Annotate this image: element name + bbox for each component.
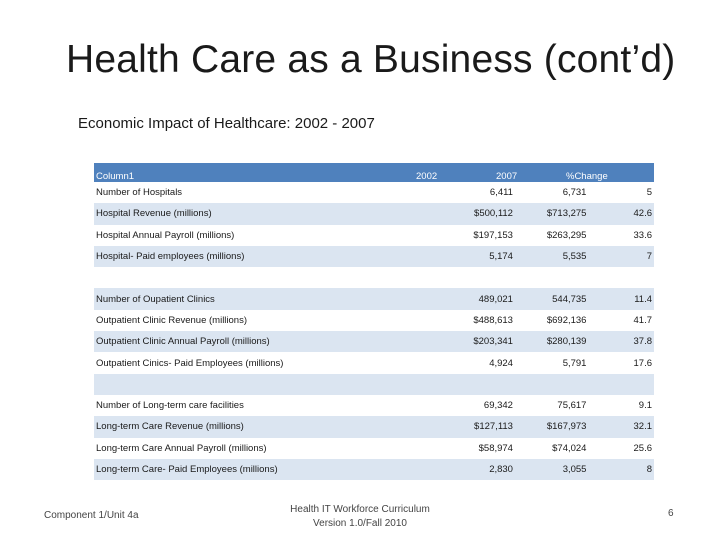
table-row: Hospital Annual Payroll (millions) $197,1… [94,225,654,246]
cell-2002: 6,411 [489,187,513,199]
footer-curriculum-line1: Health IT Workforce Curriculum [290,504,430,515]
economic-impact-table: Column1 2002 2007 %Change Number of Hosp… [94,163,654,481]
table-row: Long-term Care Revenue (millions) $127,11… [94,416,654,438]
table-body: Number of Hospitals 6,411 6,731 5 Hospital R… [94,182,654,481]
row-label: Hospital Annual Payroll (millions) [96,229,235,241]
table-row: Number of Long-term care facilities 69,34… [94,395,654,416]
cell-2007: 3,055 [562,464,587,475]
slide-subtitle: Economic Impact of Healthcare: 2002 - 20… [78,115,375,132]
cell-pct-change: 9.1 [638,400,653,412]
table-row: Long-term Care Annual Payroll (millions)… [94,438,654,459]
cell-2002: $197,153 [473,229,513,241]
cell-pct-change: 17.6 [633,357,653,369]
cell-2002: $488,613 [473,314,513,326]
cell-2007: 544,735 [552,293,587,305]
slide-title: Health Care as a Business (cont’d) [66,38,676,81]
header-column1: Column1 [96,171,135,182]
cell-pct-change: 42.6 [633,208,653,220]
table-header-row: Column1 2002 2007 %Change [94,163,654,182]
header-pct-change: %Change [566,171,608,182]
page-number: 6 [668,508,674,519]
table-row: Outpatient Cinics- Paid Employees (milli… [94,352,654,373]
cell-2002: $127,113 [474,421,513,433]
cell-2007: 5,791 [562,357,587,369]
footer-component: Component 1/Unit 4a [44,510,139,521]
row-label: Hospital- Paid employees (millions) [96,251,245,263]
row-label: Number of Hospitals [96,187,183,199]
table-row: Number of Oupatient Clinics 489,021 544,73… [94,288,654,310]
row-label: Number of Long-term care facilities [96,400,244,412]
cell-2002: $203,341 [473,336,513,348]
cell-pct-change: 8 [646,464,653,475]
cell-pct-change: 33.6 [633,229,653,241]
cell-2002: 5,174 [489,251,513,263]
header-2007: 2007 [496,171,518,182]
cell-2007: $692,136 [546,314,587,326]
header-2002: 2002 [416,171,438,182]
table-row: Number of Hospitals 6,411 6,731 5 [94,182,654,203]
cell-pct-change: 5 [646,187,653,199]
cell-2002: 4,924 [489,357,513,369]
cell-2002: 2,830 [489,464,513,475]
cell-2002: 69,342 [483,400,513,412]
table-row: Long-term Care- Paid Employees (millions… [94,458,654,481]
row-label: Outpatient Clinic Revenue (millions) [96,314,248,326]
cell-2007: $713,275 [546,208,587,220]
table-row: Hospital Revenue (millions) $500,112 $713,… [94,203,654,225]
table-row [94,267,654,288]
table-row [94,373,654,395]
cell-2002: $500,112 [474,208,513,220]
cell-2002: 489,021 [478,293,513,305]
cell-pct-change: 32.1 [633,421,653,433]
cell-2007: 6,731 [562,187,587,199]
cell-pct-change: 41.7 [633,314,653,326]
cell-pct-change: 37.8 [633,336,653,348]
cell-pct-change: 11.4 [634,293,653,305]
cell-2007: $167,973 [546,421,587,433]
row-label: Outpatient Clinic Annual Payroll (millio… [96,336,270,348]
cell-2007: $280,139 [546,336,587,348]
row-label: Hospital Revenue (millions) [96,208,212,220]
table-row: Outpatient Clinic Annual Payroll (millio… [94,331,654,353]
cell-2007: $263,295 [546,229,587,241]
row-label: Number of Oupatient Clinics [96,293,215,305]
footer-curriculum: Health IT Workforce Curriculum Version 1… [270,503,450,531]
cell-2002: $58,974 [478,442,513,454]
row-label: Long-term Care Revenue (millions) [96,421,244,433]
row-label: Outpatient Cinics- Paid Employees (milli… [96,357,284,369]
cell-2007: 75,617 [557,400,587,412]
cell-pct-change: 25.6 [633,442,653,454]
cell-pct-change: 7 [646,251,653,263]
cell-2007: 5,535 [562,251,587,263]
row-label: Long-term Care- Paid Employees (millions… [96,464,278,475]
cell-2007: $74,024 [552,442,587,454]
footer-curriculum-line2: Version 1.0/Fall 2010 [313,518,407,529]
table-row: Hospital- Paid employees (millions) 5,174… [94,245,654,268]
row-label: Long-term Care Annual Payroll (millions) [96,442,267,454]
table-row: Outpatient Clinic Revenue (millions) $488… [94,310,654,331]
